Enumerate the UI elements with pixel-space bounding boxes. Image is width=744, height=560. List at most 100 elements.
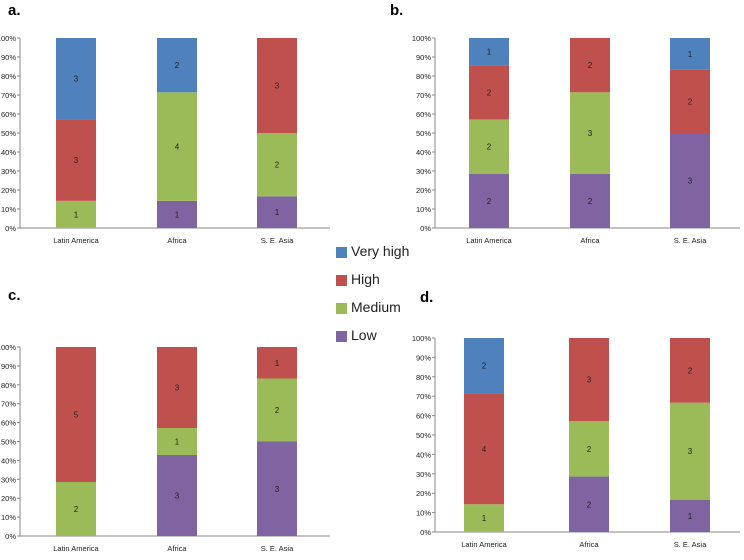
chart-panel-c: 0% 10% 20% 30% 40% 50% 60% 70% 80% 90% 100% Latin A… [0, 343, 330, 553]
bar-segment-medium [469, 119, 509, 174]
bar-segment-high [257, 347, 297, 379]
y-tick-label: 20% [1, 494, 16, 503]
data-label: 2 [588, 61, 593, 70]
legend-swatch-low [336, 331, 347, 342]
y-tick-label: 20% [416, 489, 431, 498]
data-label: 4 [175, 143, 180, 152]
y-tick-label: 10% [416, 509, 431, 518]
y-tick-label: 50% [416, 129, 431, 138]
y-tick-label: 0% [5, 224, 16, 233]
bar-segment-high [570, 38, 610, 93]
y-tick-label: 60% [1, 110, 16, 119]
data-label: 2 [275, 161, 280, 170]
legend-swatch-medium [336, 303, 347, 314]
data-label: 3 [588, 129, 593, 138]
data-label: 3 [688, 177, 693, 186]
legend-item-very-high: Very high [336, 243, 436, 265]
y-tick-label: 10% [1, 205, 16, 214]
y-tick-label: 50% [1, 129, 16, 138]
y-tick-label: 0% [5, 532, 16, 541]
bar-segment-high [257, 38, 297, 133]
x-category-label: S. E. Asia [261, 544, 294, 553]
y-tick-label: 90% [416, 53, 431, 62]
data-label: 3 [74, 156, 79, 165]
data-label: 1 [688, 50, 693, 59]
chart-panel-a: 0% 10% 20% 30% 40% 50% 60% 70% 80% 90% 100% Latin A… [0, 34, 330, 245]
bar-segment-low [257, 441, 297, 536]
y-tick-label: 100% [0, 343, 16, 352]
data-label: 2 [175, 61, 180, 70]
y-tick-label: 90% [1, 53, 16, 62]
data-label: 3 [275, 485, 280, 494]
chart-panel-d: 0% 10% 20% 30% 40% 50% 60% 70% 80% 90% 100% Latin A… [412, 334, 740, 549]
data-label: 1 [275, 359, 280, 368]
bar-segment-medium [157, 92, 197, 201]
data-label: 2 [688, 97, 693, 106]
y-tick-label: 30% [1, 475, 16, 484]
bar-segment-medium [464, 504, 504, 532]
bar-segment-medium [257, 133, 297, 197]
x-category-label: Africa [579, 540, 599, 549]
bar-segment-high [56, 119, 96, 201]
x-category-label: Latin America [466, 236, 512, 245]
data-label: 3 [275, 82, 280, 91]
bar-segment-very-high [157, 38, 197, 93]
x-category-label: Latin America [53, 236, 99, 245]
bar-segment-low [257, 196, 297, 228]
bar-segment-low [670, 499, 710, 532]
y-tick-label: 40% [416, 450, 431, 459]
y-tick-label: 30% [416, 470, 431, 479]
data-label: 3 [175, 492, 180, 501]
x-category-label: S. E. Asia [261, 236, 294, 245]
bar-segment-medium [569, 421, 609, 477]
x-category-label: S. E. Asia [674, 236, 707, 245]
y-tick-label: 60% [416, 412, 431, 421]
bar-segment-low [569, 476, 609, 532]
legend-swatch-high [336, 275, 347, 286]
y-tick-label: 10% [1, 513, 16, 522]
panel-label-a: a. [8, 2, 21, 19]
bar-segment-high [157, 347, 197, 428]
data-label: 2 [487, 143, 492, 152]
data-label: 3 [74, 75, 79, 84]
y-tick-label: 70% [1, 91, 16, 100]
y-tick-label: 30% [1, 167, 16, 176]
bar-segment-very-high [670, 38, 710, 70]
y-tick-label: 80% [1, 72, 16, 81]
bar-segment-medium [570, 92, 610, 174]
x-category-label: S. E. Asia [674, 540, 707, 549]
panel-label-c: c. [8, 287, 21, 304]
y-tick-label: 30% [416, 167, 431, 176]
x-category-label: Africa [167, 544, 187, 553]
bar-segment-medium [670, 402, 710, 500]
bar-segment-low [670, 133, 710, 228]
bar-segment-very-high [56, 38, 96, 120]
data-label: 1 [175, 210, 180, 219]
data-label: 3 [688, 447, 693, 456]
y-tick-label: 50% [416, 431, 431, 440]
data-label: 5 [74, 411, 79, 420]
legend-label-very-high: Very high [351, 243, 410, 259]
data-label: 1 [688, 512, 693, 521]
legend-item-high: High [336, 271, 436, 293]
x-category-label: Africa [580, 236, 600, 245]
data-label: 2 [275, 406, 280, 415]
y-tick-label: 100% [0, 34, 16, 43]
y-tick-label: 80% [1, 381, 16, 390]
y-tick-label: 20% [416, 186, 431, 195]
data-label: 1 [482, 514, 487, 523]
data-label: 1 [487, 48, 492, 57]
bar-segment-high [464, 393, 504, 505]
y-tick-label: 70% [1, 400, 16, 409]
y-tick-label: 90% [416, 353, 431, 362]
data-label: 1 [175, 438, 180, 447]
bar-segment-low [157, 455, 197, 536]
legend-item-low: Low [336, 327, 436, 349]
data-label: 3 [587, 376, 592, 385]
y-tick-label: 100% [412, 334, 432, 343]
data-label: 2 [487, 88, 492, 97]
bar-segment-low [570, 173, 610, 228]
data-label: 3 [175, 384, 180, 393]
